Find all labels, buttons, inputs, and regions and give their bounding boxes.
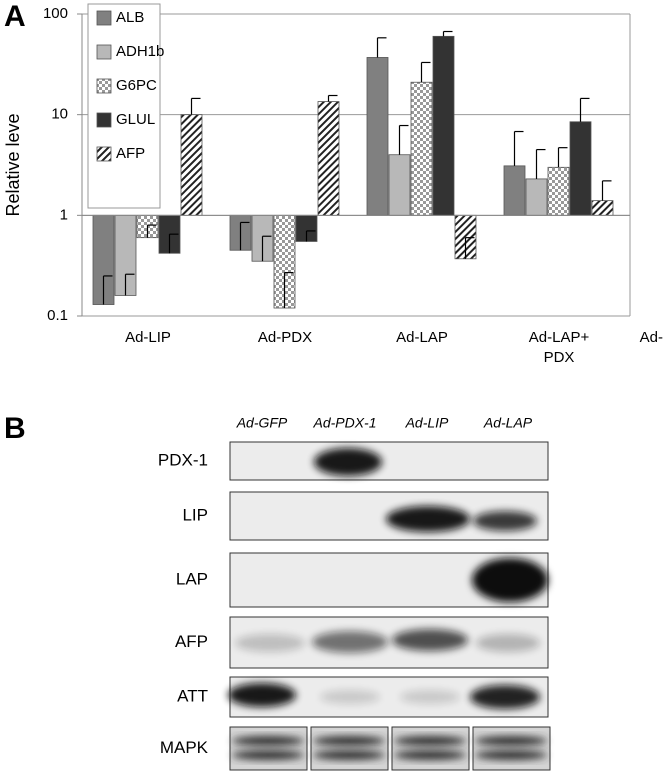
bar <box>180 114 203 216</box>
blot-band <box>394 736 466 746</box>
legend-label: GLUL <box>116 111 155 128</box>
panel-label: B <box>4 412 26 445</box>
blot-band <box>235 634 305 652</box>
blot-band <box>394 750 466 760</box>
bar <box>317 101 340 216</box>
bar <box>591 200 614 216</box>
legend-swatch <box>96 44 112 60</box>
blot-band <box>386 506 470 532</box>
bar <box>432 35 455 216</box>
row-label: LIP <box>182 505 208 524</box>
blot-band <box>320 690 380 704</box>
lane-label: Ad-PDX-1 <box>312 415 376 431</box>
lane-label: Ad-LIP <box>405 415 449 431</box>
y-tick-label: 1 <box>60 206 68 223</box>
row-label: AFP <box>175 632 208 651</box>
legend-swatch <box>96 112 112 128</box>
legend-box <box>87 3 161 209</box>
blot-box <box>229 726 308 771</box>
bar <box>388 154 411 216</box>
lane-label: Ad-LAP <box>483 415 533 431</box>
blot-box <box>310 726 389 771</box>
x-tick-label: Ad-LAP+ PDX <box>528 329 590 366</box>
x-tick-label: Ad-LAP <box>396 329 448 346</box>
bar <box>503 165 526 216</box>
blot-band <box>313 750 385 760</box>
row-label: LAP <box>176 569 208 588</box>
blot-band <box>392 629 468 651</box>
x-tick-label: Ad- <box>639 329 663 346</box>
row-label: PDX-1 <box>158 450 208 469</box>
legend-label: ALB <box>116 9 144 26</box>
x-tick-label: Ad-PDX <box>257 329 313 346</box>
blot-band <box>232 736 304 746</box>
legend-label: ADH1b <box>116 43 164 60</box>
blot-band <box>400 690 460 704</box>
blot-band <box>228 683 296 707</box>
blot-band <box>312 631 388 653</box>
blot-box <box>229 441 549 481</box>
blot-band <box>475 736 547 746</box>
row-label: MAPK <box>160 738 209 757</box>
blot-band <box>476 634 540 652</box>
bar <box>366 57 389 216</box>
y-tick-label: 10 <box>51 106 68 123</box>
y-tick-label: 100 <box>43 5 68 22</box>
blot-band <box>314 448 382 476</box>
legend-swatch <box>96 10 112 26</box>
blot-band <box>470 685 540 709</box>
legend-swatch <box>96 146 112 162</box>
y-axis-label: Relative leve <box>3 113 23 216</box>
panel-label: A <box>4 0 26 33</box>
blot-box <box>391 726 470 771</box>
legend-label: G6PC <box>116 77 157 94</box>
blot-band <box>232 750 304 760</box>
bar <box>525 178 548 216</box>
blot: Ad-GFP Ad-PDX-1 Ad-LIP Ad-LAP PDX-1 LIP LAP AFP… <box>158 415 551 771</box>
blot-band <box>475 750 547 760</box>
plot: 0.1 1 10 100 ALB ADH1b G6PC GLUL AFP <box>43 3 631 324</box>
y-tick-label: 0.1 <box>47 307 68 324</box>
legend-label: AFP <box>116 145 145 162</box>
legend-swatch <box>96 78 112 94</box>
blot-box <box>472 726 551 771</box>
blot-band <box>473 511 537 531</box>
x-tick-label: Ad-LIP <box>125 329 171 346</box>
blot-band <box>472 558 548 602</box>
bar <box>410 81 433 216</box>
blot-band <box>313 736 385 746</box>
bar <box>569 121 592 216</box>
row-label: ATT <box>177 686 208 705</box>
lane-label: Ad-GFP <box>236 415 288 431</box>
bar <box>547 166 570 216</box>
legend: ALB ADH1b G6PC GLUL AFP <box>87 3 164 209</box>
